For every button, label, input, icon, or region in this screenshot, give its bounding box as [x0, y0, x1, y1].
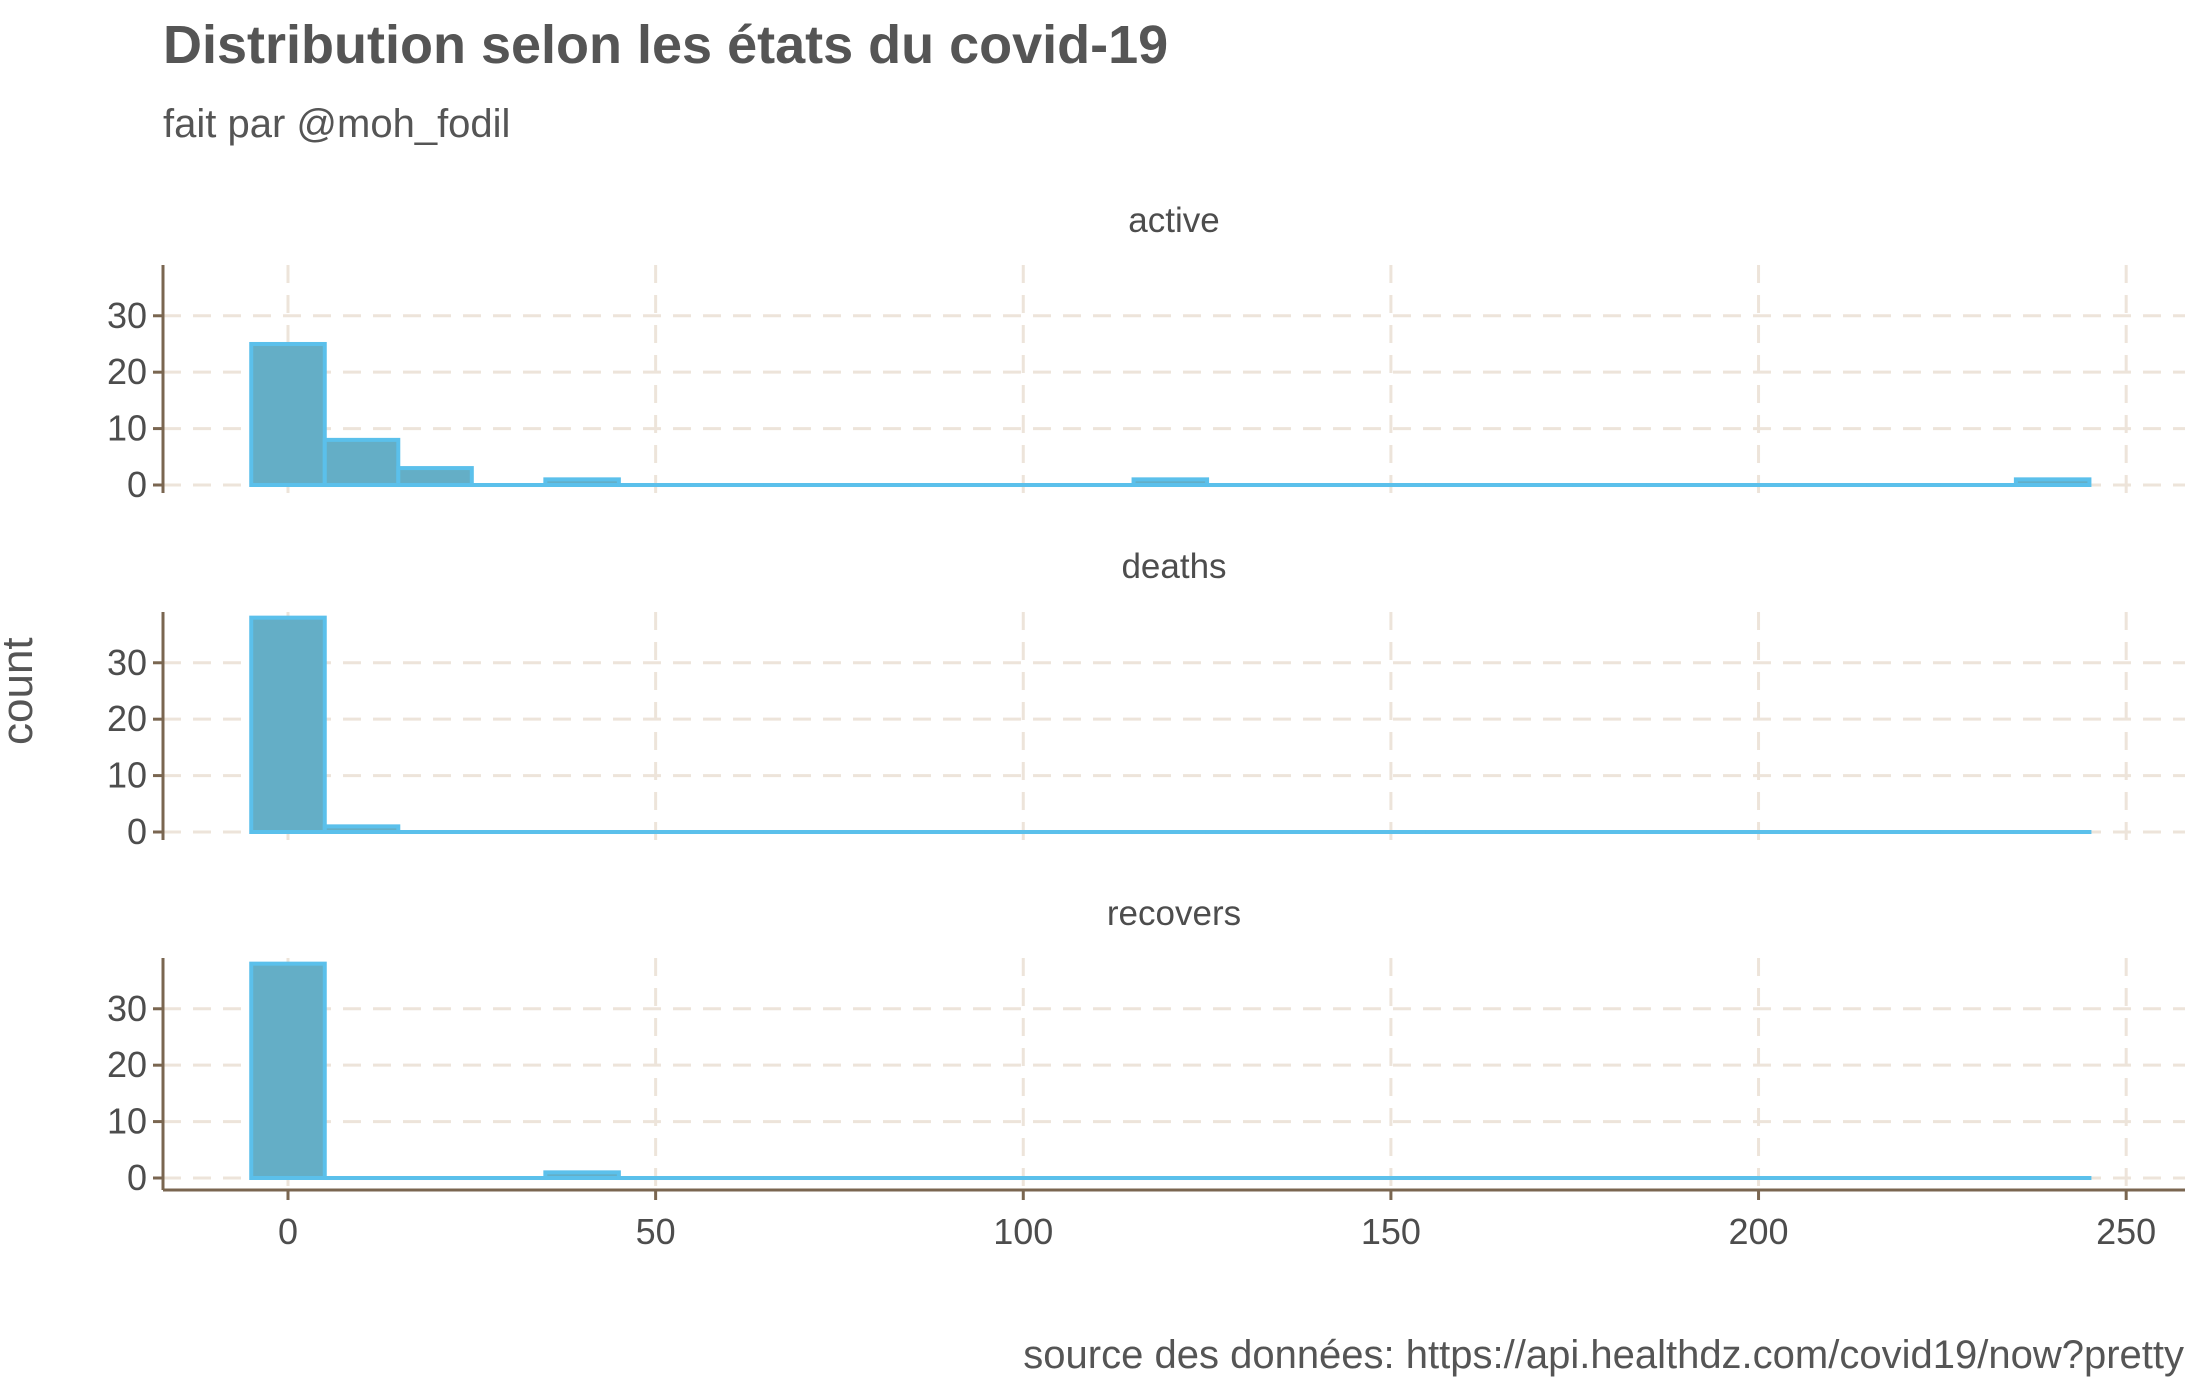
y-tick-label: 30 [107, 642, 147, 683]
histogram-bar [543, 1170, 621, 1181]
x-tick-label: 50 [636, 1211, 676, 1252]
y-tick-label: 10 [107, 1101, 147, 1142]
chart-title: Distribution selon les états du covid-19 [163, 15, 1169, 75]
y-tick-label: 30 [107, 295, 147, 336]
x-tick-label: 150 [1361, 1211, 1421, 1252]
histogram-bar [2013, 477, 2092, 488]
y-tick-label: 20 [107, 1044, 147, 1085]
facet-label-recovers: recovers [1107, 894, 1241, 933]
histogram-bar [543, 477, 621, 488]
histogram-bar [249, 961, 327, 1181]
y-tick-label: 30 [107, 988, 147, 1029]
x-tick-label: 200 [1729, 1211, 1789, 1252]
x-tick-label: 250 [2096, 1211, 2156, 1252]
histogram-bar [1131, 477, 1210, 488]
y-tick-label: 20 [107, 351, 147, 392]
histogram-bar [396, 466, 474, 488]
y-tick-label: 10 [107, 408, 147, 449]
x-tick-label: 100 [993, 1211, 1053, 1252]
histogram-bar [322, 824, 401, 834]
y-tick-label: 0 [127, 1157, 147, 1198]
chart-subtitle: fait par @moh_fodil [163, 102, 511, 146]
y-tick-label: 0 [127, 811, 147, 852]
facet-label-deaths: deaths [1121, 547, 1226, 586]
histogram-bar [322, 437, 401, 487]
x-tick-label: 0 [278, 1211, 298, 1252]
histogram-bar [249, 615, 327, 835]
facet-label-active: active [1128, 201, 1219, 240]
chart-caption: source des données: https://api.healthdz… [1023, 1333, 2184, 1377]
y-tick-label: 10 [107, 755, 147, 796]
y-tick-label: 20 [107, 698, 147, 739]
histogram-bar [249, 341, 327, 487]
y-tick-label: 0 [127, 464, 147, 505]
